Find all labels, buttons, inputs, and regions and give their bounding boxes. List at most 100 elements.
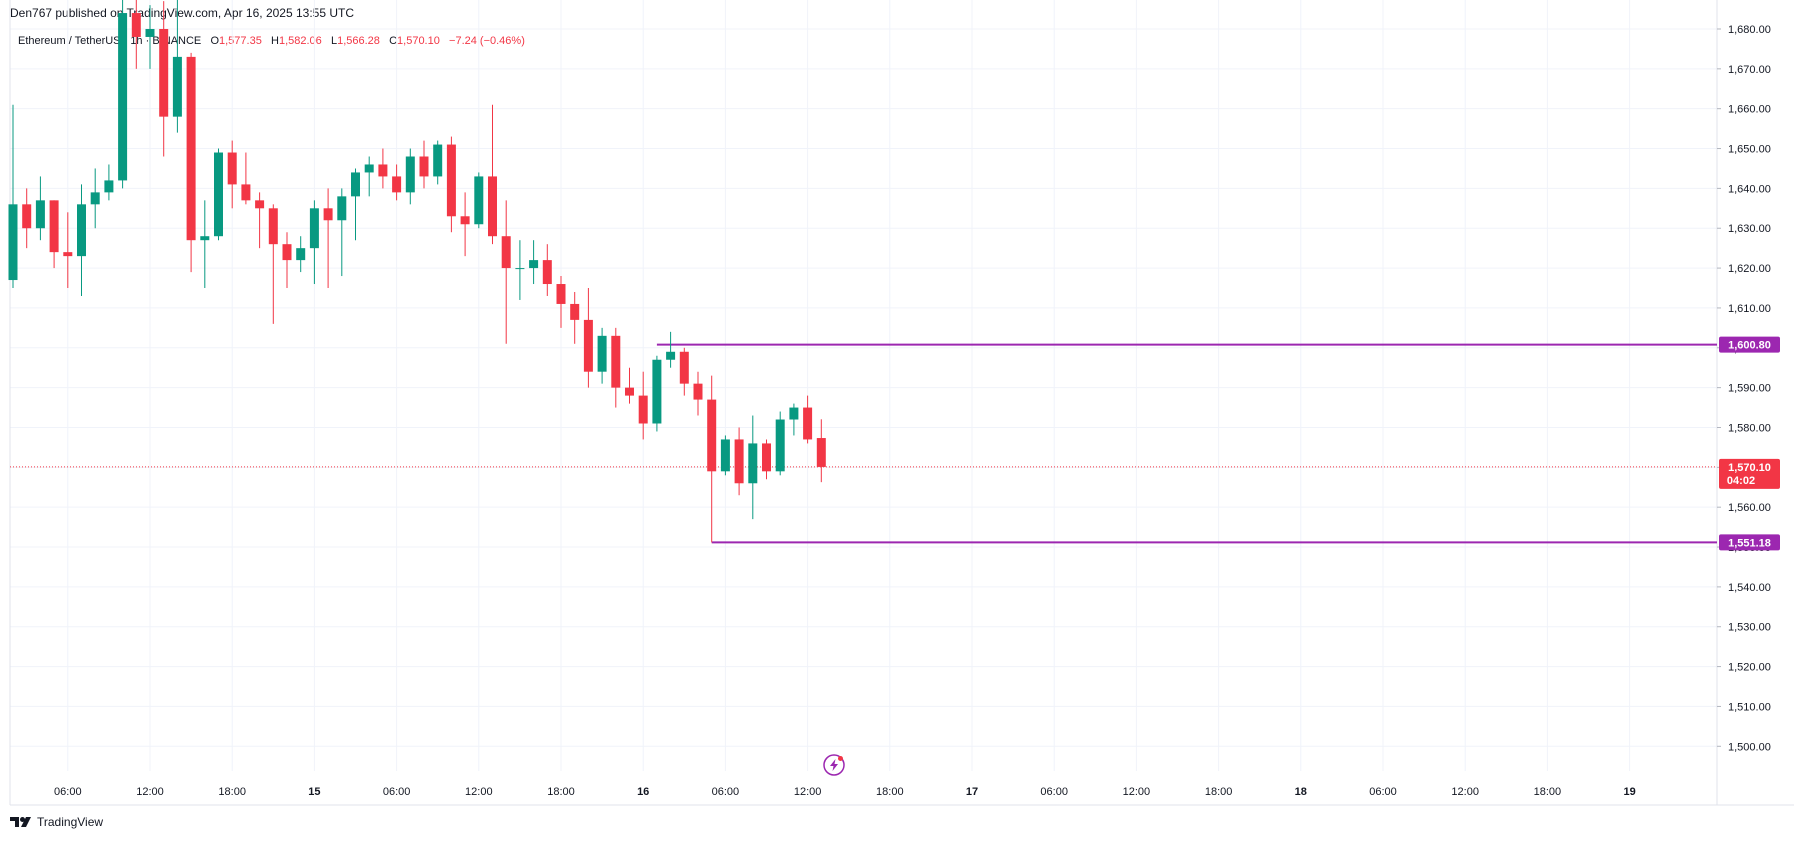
candle-body	[172, 56, 182, 117]
candle-body	[460, 216, 470, 225]
low-value: 1,566.28	[337, 35, 380, 47]
y-tick-label: 1,620.00	[1728, 263, 1771, 275]
candle-body	[803, 407, 813, 440]
open-label: O	[210, 35, 219, 47]
candle	[570, 291, 580, 344]
candle-body	[515, 268, 525, 270]
candle	[405, 148, 415, 205]
last-price-tag-bg	[1719, 458, 1780, 489]
price-axis[interactable]: 1,500.00 1,510.00 1,520.00 1,530.00 1,540.00…	[1717, 24, 1771, 753]
candle	[214, 148, 223, 241]
x-tick-label: 12:00	[136, 786, 164, 798]
candle-body	[255, 200, 265, 209]
candle	[145, 5, 155, 69]
candle-body	[625, 387, 634, 396]
candle-body	[63, 252, 73, 257]
candle	[501, 200, 511, 344]
grid	[9, 0, 1794, 806]
tradingview-logo[interactable]: TradingView	[10, 815, 103, 829]
candle-body	[214, 152, 223, 237]
candle	[63, 212, 73, 289]
symbol-name[interactable]: Ethereum / TetherUS	[18, 35, 121, 47]
candle-body	[816, 438, 826, 467]
x-tick-label: 06:00	[54, 786, 82, 798]
level-tag-bg	[1719, 336, 1780, 353]
x-tick-label: 18:00	[218, 786, 246, 798]
candle-body	[90, 192, 100, 205]
candle-body	[227, 152, 237, 185]
y-tick-label: 1,540.00	[1728, 582, 1771, 594]
candle-body	[392, 176, 402, 193]
candle-body	[186, 56, 196, 241]
countdown-label: 04:02	[1727, 475, 1755, 487]
candle	[8, 104, 18, 289]
candle-body	[734, 439, 744, 484]
candle-body	[556, 284, 566, 304]
x-tick-label: 06:00	[1369, 786, 1397, 798]
x-tick-label: 16	[637, 786, 649, 798]
candle-body	[529, 260, 539, 269]
close-label: C	[389, 35, 398, 47]
low-label: L	[330, 35, 338, 47]
candle-body	[22, 204, 32, 229]
candle-body	[570, 303, 580, 320]
candle-body	[748, 443, 758, 484]
candle-body	[49, 200, 59, 253]
candle-body	[8, 204, 18, 281]
candle-body	[638, 395, 648, 424]
x-tick-label: 17	[966, 786, 978, 798]
candle	[200, 200, 210, 289]
candle-body	[337, 196, 347, 221]
high-label: H	[271, 35, 279, 47]
y-tick-label: 1,680.00	[1728, 24, 1771, 36]
x-tick-label: 12:00	[1123, 786, 1151, 798]
candle	[720, 435, 730, 476]
x-tick-label: 18:00	[547, 786, 575, 798]
tradingview-brand: TradingView	[37, 815, 104, 829]
candle	[816, 419, 826, 483]
x-tick-label: 06:00	[712, 786, 740, 798]
x-tick-label: 12:00	[794, 786, 822, 798]
candle	[35, 176, 45, 241]
lightning-icon[interactable]	[823, 754, 845, 776]
y-tick-label: 1,500.00	[1728, 741, 1771, 753]
candle-body	[707, 399, 717, 472]
candle-body	[296, 248, 306, 261]
candle	[529, 240, 539, 285]
publisher-credit: Den767 published on TradingView.com, Apr…	[10, 6, 355, 20]
candle	[597, 327, 607, 384]
y-tick-label: 1,610.00	[1728, 303, 1771, 315]
candle	[364, 156, 374, 197]
candle	[652, 355, 662, 432]
change-value: −7.24 (−0.46%)	[449, 35, 525, 47]
y-tick-label: 1,520.00	[1728, 662, 1771, 674]
candle	[255, 192, 265, 249]
y-tick-label: 1,510.00	[1728, 701, 1771, 713]
level-tag-label: 1,551.18	[1728, 537, 1771, 549]
candle-body	[597, 335, 607, 372]
candle	[433, 140, 443, 185]
candle-body	[145, 28, 155, 37]
candle-body	[789, 407, 799, 420]
candle-body	[118, 13, 128, 181]
candle	[488, 104, 497, 245]
candle	[282, 232, 292, 289]
candle	[789, 403, 799, 436]
x-tick-label: 15	[308, 786, 320, 798]
y-tick-label: 1,670.00	[1728, 64, 1771, 76]
candle	[775, 411, 785, 476]
candle	[104, 164, 114, 201]
candle	[446, 136, 456, 233]
x-tick-label: 12:00	[1451, 786, 1479, 798]
time-axis[interactable]: 06:00 12:00 18:00 15 06:00 12:00 18:00 16 06:00 1…	[54, 786, 1636, 798]
candle-body	[501, 236, 511, 269]
y-tick-label: 1,630.00	[1728, 223, 1771, 235]
candle-body	[720, 439, 730, 472]
candle-body	[200, 236, 210, 241]
candle	[241, 152, 251, 205]
candle-body	[405, 156, 415, 193]
candle	[707, 375, 717, 543]
y-tick-label: 1,530.00	[1728, 622, 1771, 634]
